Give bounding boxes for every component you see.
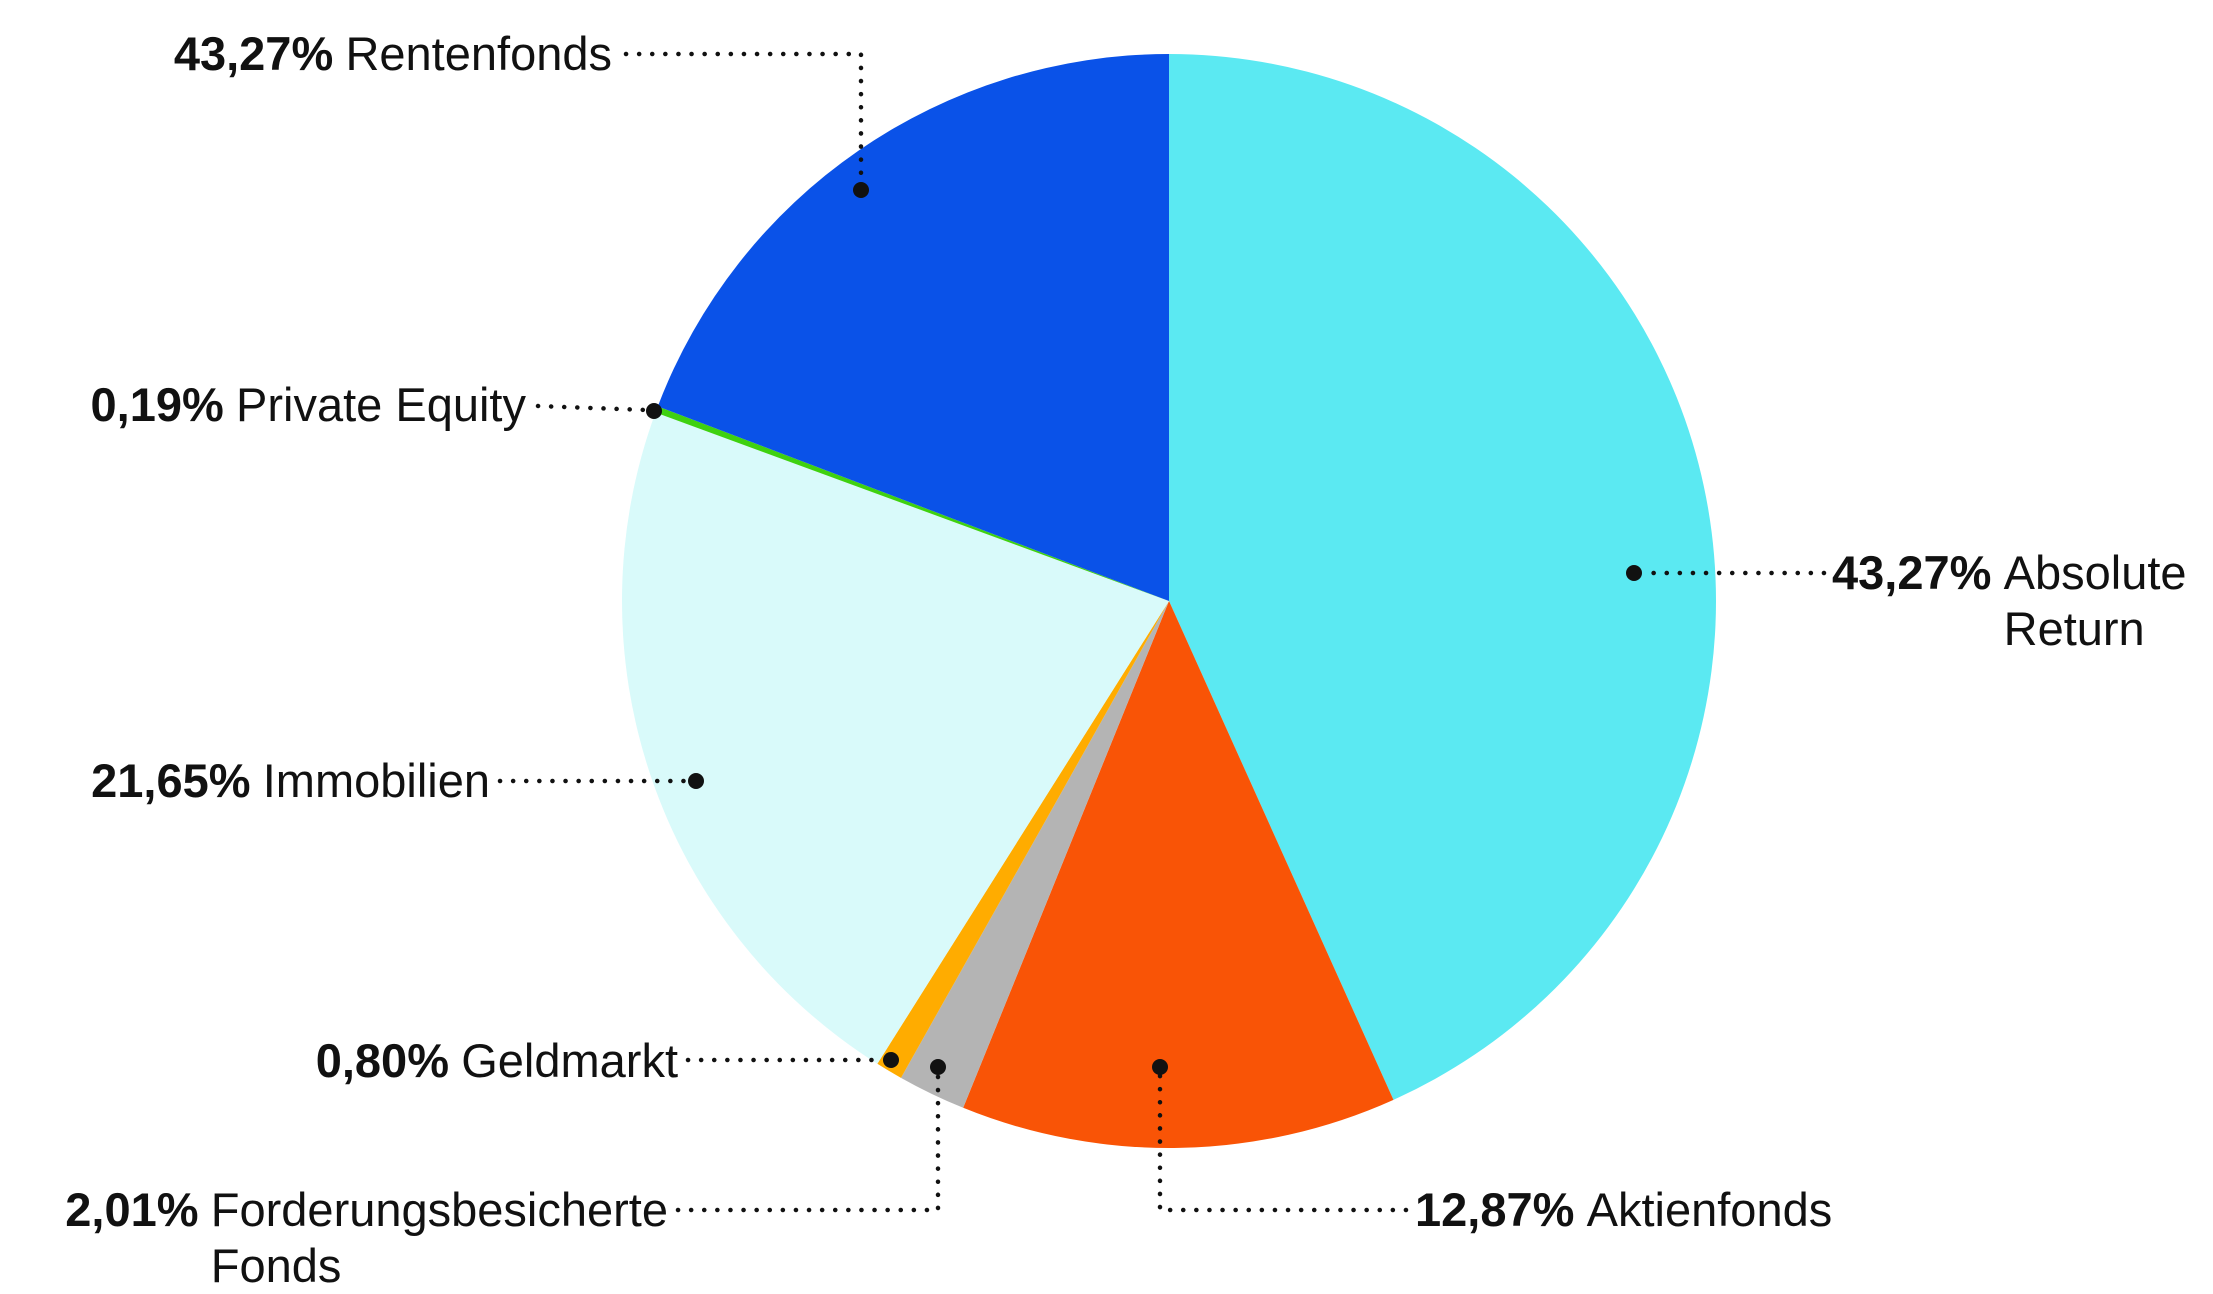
leader-dot-aktienfonds [1152,1059,1168,1075]
label-immobilien-percent: 21,65% [91,754,251,807]
label-forderungsbesicherte-fonds-percent: 2,01% [65,1183,199,1236]
label-private-equity: 0,19% Private Equity [91,377,526,433]
pie-slice-aktienfonds [963,601,1394,1149]
leader-line-private-equity [535,403,649,413]
label-rentenfonds-percent: 43,27% [173,27,334,80]
label-forderungsbesicherte-fonds-name: Forderungsbesicherte Fonds [210,1183,668,1292]
label-absolute-return-name: Absolute Return [2003,546,2187,655]
leader-dot-geldmarkt [883,1052,899,1068]
leader-line-forderungsbesicherte-fonds [675,1073,941,1213]
pie-slice-immobilien [621,412,1169,1064]
label-immobilien-name: Immobilien [262,754,490,807]
label-aktienfonds-name: Aktienfonds [1586,1183,1833,1236]
leader-line-rentenfonds [623,51,864,185]
label-geldmarkt: 0,80% Geldmarkt [316,1033,678,1089]
leader-dot-rentenfonds [853,182,869,198]
label-rentenfonds: 43,27% Rentenfonds [174,26,612,82]
label-aktienfonds-percent: 12,87% [1415,1183,1575,1236]
label-absolute-return-percent: 43,27% [1832,546,1992,599]
label-private-equity-name: Private Equity [236,378,526,431]
pie-slice-geldmarkt [877,601,1169,1078]
pie-slice-rentenfonds [657,54,1169,601]
label-absolute-return: 43,27% Absolute Return [1832,545,2187,657]
label-immobilien: 21,65% Immobilien [91,753,490,809]
label-geldmarkt-name: Geldmarkt [461,1034,678,1087]
label-geldmarkt-percent: 0,80% [315,1034,449,1087]
leader-dot-absolute-return [1626,565,1642,581]
pie-slice-private-equity [655,406,1169,601]
label-forderungsbesicherte-fonds: 2,01% Forderungsbesicherte Fonds [65,1182,668,1294]
label-aktienfonds: 12,87% Aktienfonds [1415,1182,1832,1238]
leader-dot-private-equity [646,403,662,419]
label-rentenfonds-name: Rentenfonds [345,27,612,80]
pie-slice-forderungsbesicherte-fonds [900,601,1169,1108]
leader-dot-forderungsbesicherte-fonds [930,1059,946,1075]
leader-dot-immobilien [688,773,704,789]
label-private-equity-percent: 0,19% [90,378,224,431]
pie-slice-absolute-return [1169,54,1716,1100]
